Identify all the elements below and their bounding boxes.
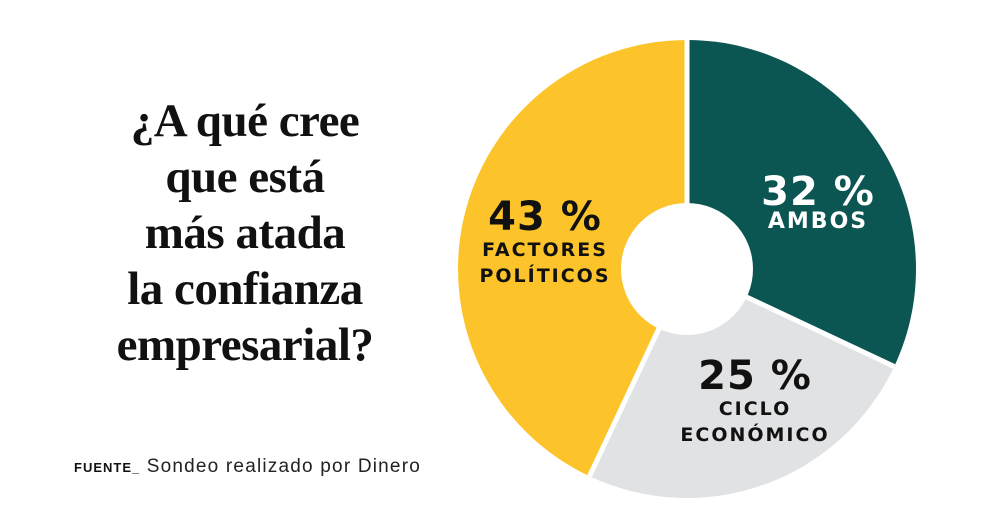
question-line: más atada	[144, 207, 346, 259]
question-line: empresarial?	[116, 319, 374, 371]
name-ciclo-line2: ECONÓMICO	[680, 424, 830, 446]
label-ciclo-economico: 25 % CICLO ECONÓMICO	[670, 356, 840, 448]
chart-title-question: ¿A qué cree que está más atada la confia…	[70, 93, 420, 373]
name-factores-line1: FACTORES	[482, 239, 608, 261]
slice-factores-politicos	[458, 39, 687, 477]
question-line: ¿A qué cree	[130, 95, 360, 147]
name-ciclo-line1: CICLO	[718, 398, 792, 420]
value-ambos: 32 %	[761, 169, 875, 215]
value-ciclo-economico: 25 %	[698, 353, 812, 399]
name-factores-line2: POLÍTICOS	[479, 265, 611, 287]
label-ambos: 32 % AMBOS	[758, 169, 878, 234]
question-line: la confianza	[127, 263, 363, 315]
name-ambos: AMBOS	[767, 209, 869, 234]
label-factores-politicos: 43 % FACTORES POLÍTICOS	[470, 197, 620, 289]
source-label: FUENTE_	[74, 460, 141, 475]
question-line: que está	[165, 151, 325, 203]
value-factores-politicos: 43 %	[488, 194, 602, 240]
donut-hole	[621, 203, 753, 335]
source-note: FUENTE_ Sondeo realizado por Dinero	[74, 456, 421, 478]
source-text: Sondeo realizado por Dinero	[146, 456, 421, 477]
